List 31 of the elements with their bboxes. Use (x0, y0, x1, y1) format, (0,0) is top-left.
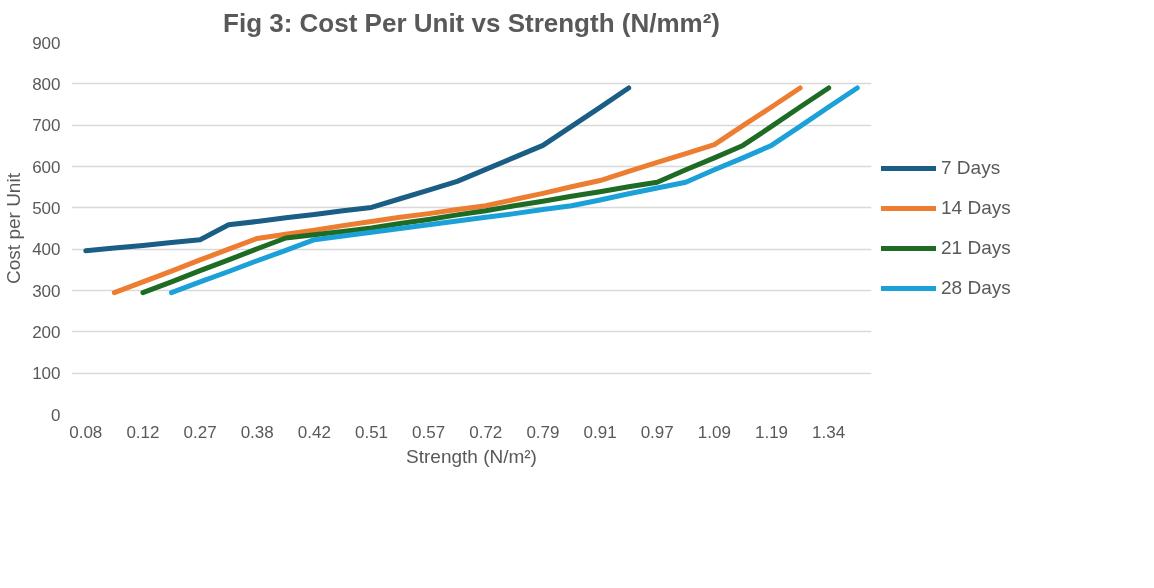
y-tick-label: 100 (32, 364, 61, 384)
x-tick-label: 1.34 (812, 422, 846, 442)
x-tick-label: 0.27 (183, 422, 217, 442)
x-tick-label: 0.79 (526, 422, 560, 442)
legend-label: 14 Days (941, 197, 1011, 219)
x-tick-label: 0.12 (126, 422, 160, 442)
y-tick-label: 800 (32, 74, 61, 94)
y-tick-label: 300 (32, 281, 61, 301)
y-tick-label: 600 (32, 157, 61, 177)
y-axis-title: Cost per Unit (3, 172, 25, 284)
y-tick-label: 0 (51, 405, 61, 425)
chart-title: Fig 3: Cost Per Unit vs Strength (N/mm²) (223, 7, 720, 38)
x-tick-label: 0.57 (412, 422, 446, 442)
y-tick-label: 400 (32, 240, 61, 260)
legend-label: 28 Days (941, 277, 1011, 299)
x-axis-title: Strength (N/m²) (406, 445, 537, 467)
x-tick-label: 0.08 (69, 422, 103, 442)
y-tick-label: 900 (32, 33, 61, 53)
x-tick-label: 0.97 (640, 422, 674, 442)
x-tick-label: 0.38 (240, 422, 274, 442)
legend-label: 7 Days (941, 157, 1001, 179)
y-tick-label: 700 (32, 116, 61, 136)
y-tick-label: 500 (32, 198, 61, 218)
x-tick-label: 0.51 (354, 422, 389, 442)
x-tick-label: 0.91 (583, 422, 617, 442)
x-tick-label: 1.19 (754, 422, 789, 442)
legend-label: 21 Days (941, 237, 1011, 259)
x-tick-label: 1.09 (697, 422, 731, 442)
x-tick-label: 0.42 (297, 422, 331, 442)
y-tick-label: 200 (32, 322, 61, 342)
x-tick-label: 0.72 (469, 422, 503, 442)
